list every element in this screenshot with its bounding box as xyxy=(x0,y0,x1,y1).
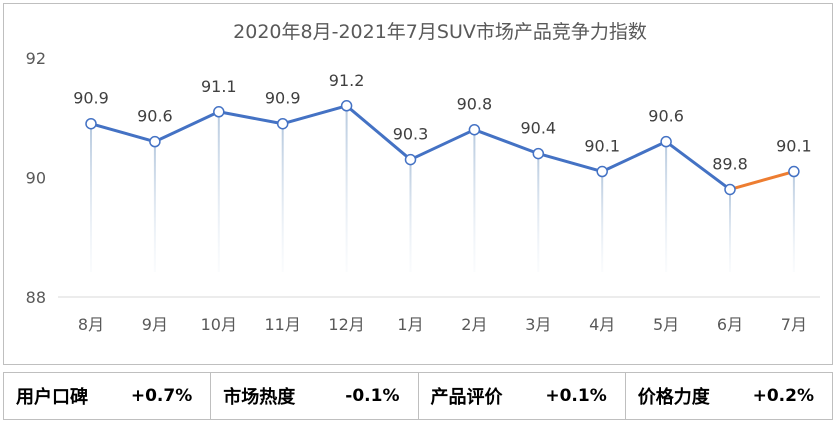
data-label: 90.1 xyxy=(776,137,812,156)
drop-line xyxy=(665,141,668,272)
y-tick-label: 90 xyxy=(26,169,46,188)
data-label: 90.9 xyxy=(265,89,301,108)
chart-frame xyxy=(3,3,833,365)
metrics-bar: 用户口碑 +0.7% 市场热度 -0.1% 产品评价 +0.1% 价格力度 +0… xyxy=(3,372,833,420)
data-point xyxy=(276,117,289,130)
data-point xyxy=(468,123,481,136)
x-tick-label: 10月 xyxy=(201,315,237,334)
drop-line xyxy=(729,189,731,272)
chart-title: 2020年8月-2021年7月SUV市场产品竞争力指数 xyxy=(233,21,647,43)
data-label: 90.8 xyxy=(457,95,493,114)
data-point xyxy=(532,147,545,160)
x-tick-label: 4月 xyxy=(589,315,615,334)
drop-line xyxy=(281,123,284,272)
metric-user-reputation: 用户口碑 +0.7% xyxy=(4,373,212,419)
y-tick-label: 92 xyxy=(26,49,46,68)
data-point xyxy=(85,117,97,130)
data-point xyxy=(788,165,800,178)
data-label: 90.6 xyxy=(648,107,684,126)
data-label: 90.6 xyxy=(137,107,173,126)
x-tick-label: 11月 xyxy=(265,315,301,334)
data-label: 91.2 xyxy=(329,71,365,90)
x-tick-label: 3月 xyxy=(525,315,551,334)
x-tick-label: 1月 xyxy=(397,315,423,334)
x-tick-label: 7月 xyxy=(781,315,807,334)
data-point xyxy=(340,100,353,112)
data-point xyxy=(660,135,672,148)
data-label: 89.8 xyxy=(712,154,748,173)
line-chart: 2020年8月-2021年7月SUV市场产品竞争力指数 88 90 92 8月 9月 1… xyxy=(26,21,820,334)
drop-line xyxy=(217,111,220,273)
metric-value: +0.2% xyxy=(752,386,814,406)
metric-value: +0.1% xyxy=(545,386,607,406)
drop-line xyxy=(792,171,795,272)
data-label: 90.1 xyxy=(584,137,620,156)
drop-line xyxy=(409,159,412,272)
data-label: 91.1 xyxy=(201,77,237,96)
x-tick-label: 8月 xyxy=(78,315,104,334)
drop-line xyxy=(90,123,92,272)
metric-value: -0.1% xyxy=(345,386,400,406)
data-point xyxy=(213,106,225,118)
metric-label: 用户口碑 xyxy=(16,387,88,408)
x-tick-label: 12月 xyxy=(328,315,364,334)
x-tick-label: 2月 xyxy=(461,315,487,334)
y-tick-label: 88 xyxy=(26,288,46,307)
x-tick-label: 6月 xyxy=(717,315,743,334)
x-tick-label: 9月 xyxy=(142,315,168,334)
data-point xyxy=(596,165,608,178)
metric-label: 价格力度 xyxy=(637,387,710,408)
metric-product-review: 产品评价 +0.1% xyxy=(419,373,626,419)
metric-label: 产品评价 xyxy=(430,387,503,408)
data-point xyxy=(149,135,161,148)
metric-market-heat: 市场热度 -0.1% xyxy=(211,373,419,419)
metric-label: 市场热度 xyxy=(223,387,296,408)
data-label: 90.3 xyxy=(393,125,429,144)
metric-value: +0.7% xyxy=(130,386,193,406)
drop-line xyxy=(153,141,156,272)
drop-line xyxy=(345,105,348,272)
drop-line xyxy=(601,171,604,272)
data-label: 90.9 xyxy=(73,89,109,108)
drop-line xyxy=(473,129,476,272)
metric-price-strength: 价格力度 +0.2% xyxy=(626,373,832,419)
data-label: 90.4 xyxy=(520,119,556,138)
data-point xyxy=(404,153,417,166)
drop-line xyxy=(537,153,540,272)
data-point xyxy=(724,183,736,196)
highlight-segment xyxy=(729,170,795,191)
x-tick-label: 5月 xyxy=(653,315,679,334)
